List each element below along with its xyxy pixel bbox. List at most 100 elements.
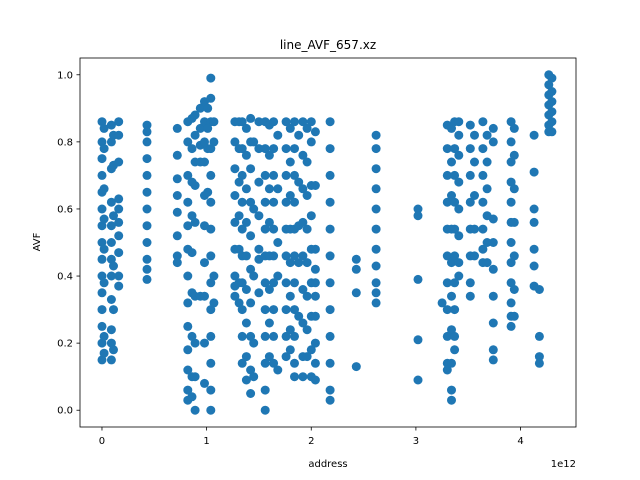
data-point [437, 298, 447, 308]
data-point [478, 117, 488, 127]
data-point [442, 278, 452, 288]
data-point [310, 181, 320, 190]
data-point [306, 137, 316, 147]
data-point [106, 238, 116, 247]
data-point [249, 137, 259, 147]
data-point [371, 288, 381, 298]
data-point [237, 305, 247, 315]
data-point [183, 321, 193, 331]
data-point [183, 137, 193, 147]
data-point [106, 355, 116, 365]
data-point [465, 120, 475, 130]
data-point [450, 278, 460, 288]
data-point [190, 130, 200, 140]
data-point [509, 311, 519, 321]
data-point [371, 164, 381, 174]
data-point [106, 271, 116, 281]
data-point [195, 103, 205, 113]
data-point [547, 127, 557, 137]
data-point [325, 331, 335, 341]
data-point [246, 113, 256, 123]
data-point [106, 295, 116, 304]
data-point [285, 258, 295, 268]
data-point [294, 130, 304, 140]
data-point [99, 348, 109, 358]
data-point [187, 144, 197, 154]
data-point [294, 258, 304, 268]
data-point [465, 144, 475, 154]
data-point [97, 154, 107, 164]
data-point [310, 375, 320, 385]
data-point [109, 345, 118, 355]
data-point [249, 338, 259, 348]
data-point [206, 358, 216, 368]
data-point [534, 331, 544, 341]
data-point [114, 194, 124, 204]
data-point [325, 144, 335, 154]
data-point [99, 244, 109, 254]
data-point [269, 331, 279, 341]
data-point [260, 385, 270, 395]
data-point [269, 278, 279, 288]
data-point [447, 385, 456, 395]
data-point [206, 170, 216, 180]
data-point [506, 117, 516, 127]
data-point [237, 170, 247, 180]
y-tick-label: 0.0 [57, 406, 73, 417]
data-point [306, 211, 316, 221]
data-point [488, 123, 498, 133]
y-axis-label: AVF [32, 232, 43, 251]
y-tick-label: 0.6 [57, 204, 73, 215]
data-point [413, 274, 423, 284]
x-axis-label: address [308, 459, 347, 470]
data-point [506, 137, 516, 147]
data-point [290, 170, 299, 180]
data-point [114, 217, 124, 227]
data-point [237, 331, 247, 341]
data-point [254, 288, 264, 298]
data-point [371, 278, 381, 288]
data-point [241, 123, 251, 133]
data-point [209, 298, 219, 308]
data-point [260, 144, 270, 154]
data-point [506, 258, 516, 268]
data-point [534, 358, 544, 368]
data-point [325, 117, 335, 127]
data-point [200, 291, 209, 301]
data-point [447, 191, 456, 200]
data-point [454, 117, 464, 127]
data-point [97, 254, 107, 264]
data-point [413, 204, 423, 214]
data-point [450, 144, 460, 154]
data-point [99, 214, 109, 224]
data-point [310, 338, 320, 348]
data-point [442, 251, 452, 261]
data-point [413, 375, 423, 385]
data-point [99, 144, 109, 154]
data-point [447, 358, 456, 368]
data-point [241, 285, 251, 294]
data-point [183, 345, 193, 355]
data-point [470, 130, 479, 140]
data-point [509, 251, 519, 261]
data-point [187, 248, 197, 258]
data-point [442, 197, 452, 207]
data-point [230, 164, 240, 174]
data-point [454, 204, 464, 214]
data-point [302, 291, 312, 301]
data-point [281, 170, 291, 180]
data-point [99, 278, 109, 288]
data-point [290, 197, 299, 207]
data-point [454, 150, 464, 160]
data-point [172, 258, 182, 268]
data-point [529, 204, 539, 214]
data-point [106, 120, 116, 130]
data-point [230, 191, 240, 200]
data-point [450, 251, 460, 261]
data-point [465, 291, 475, 301]
data-point [285, 345, 295, 355]
data-point [281, 331, 291, 341]
data-point [325, 358, 335, 368]
